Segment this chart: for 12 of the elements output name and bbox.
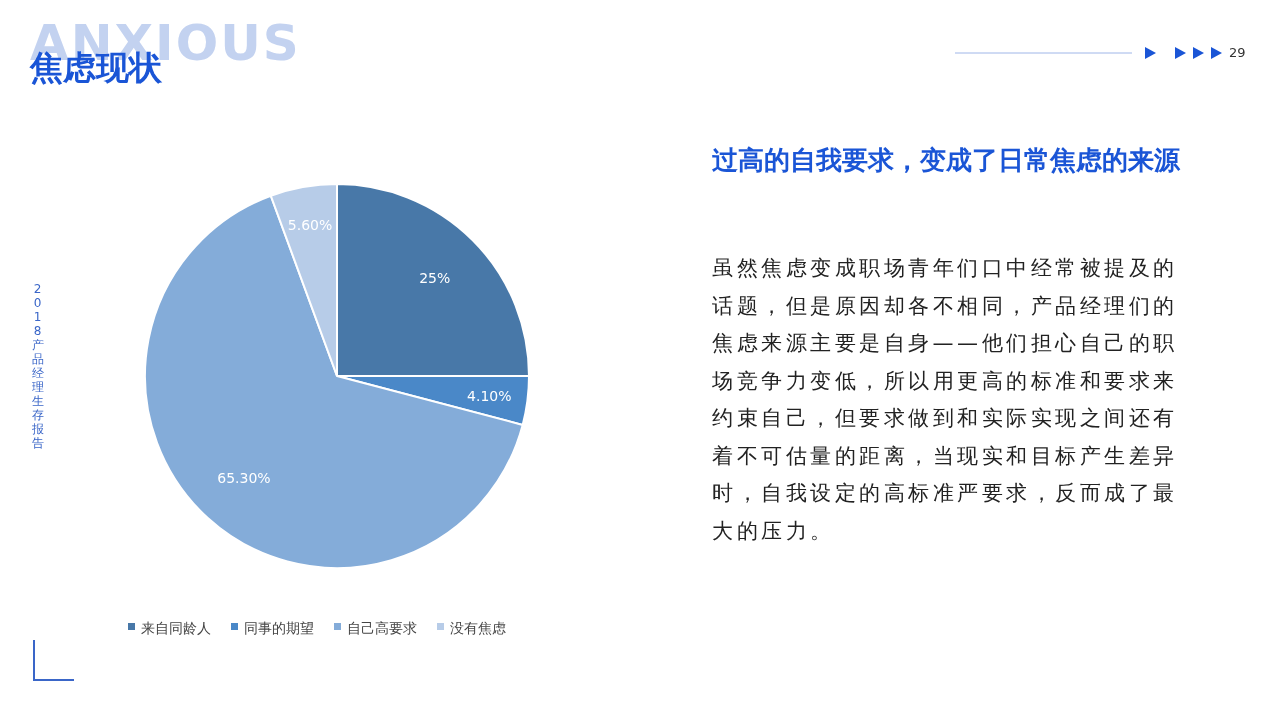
data-label: 65.30%: [217, 470, 271, 487]
legend-label: 自己高要求: [347, 620, 417, 636]
text: 2018产品经理生存报告: [31, 282, 44, 450]
text: 虽然焦虑变成职场青年们口中经常被提及的话题，但是原因却各不相同，产品经理们的焦虑来源主要是自身——他们担心自己的职场竞争力变低，所以用更高的标准和要求来约束自己，但要求做到和实际实现之间还有着不可估量的距离，当现实和目标产生差异时，自我设定的高标准严要求，反而成了最大的压力。: [712, 255, 1179, 545]
data-label: 25%: [419, 270, 451, 287]
legend-label: 来自同龄人: [141, 620, 211, 636]
text: 过高的自我要求，变成了日常焦虑的来源: [712, 144, 1181, 177]
text: 29: [1229, 45, 1246, 60]
legend-label: 同事的期望: [244, 620, 314, 636]
data-label: 4.10%: [467, 387, 512, 404]
data-label: 5.60%: [287, 216, 333, 233]
legend-label: 没有焦虑: [450, 620, 506, 636]
